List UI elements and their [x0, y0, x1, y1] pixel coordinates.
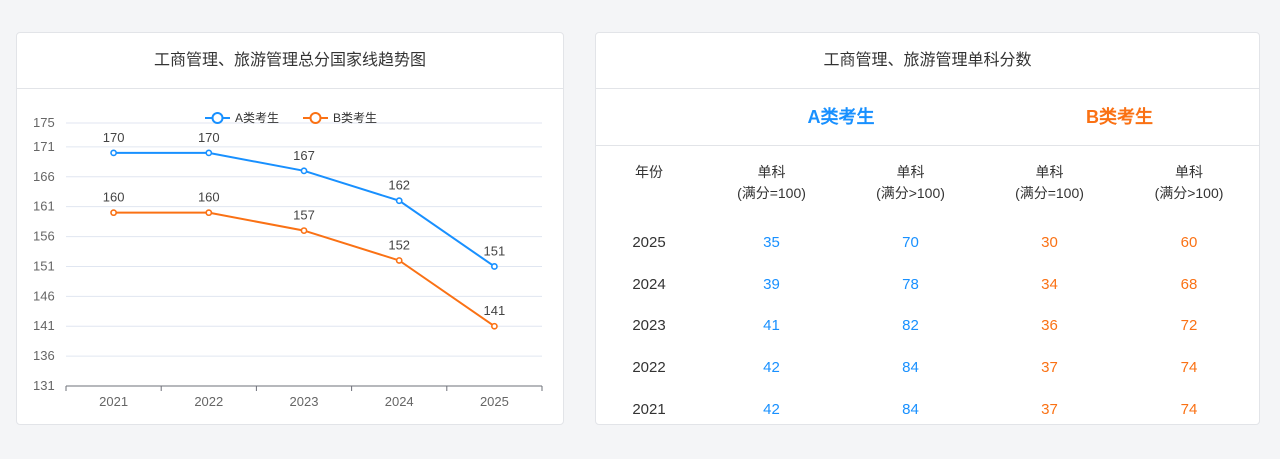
group-a-heading: A类考生 — [807, 107, 875, 127]
cell-b-100: 36 — [1041, 317, 1058, 335]
data-point — [395, 257, 403, 264]
y-tick-label: 136 — [33, 348, 55, 363]
y-tick-label: 175 — [33, 115, 55, 130]
data-point — [205, 209, 213, 217]
data-point — [300, 227, 308, 234]
cell-year: 2023 — [632, 317, 666, 335]
y-tick-label: 151 — [33, 258, 55, 273]
data-label: 160 — [198, 190, 220, 205]
cell-b-100: 30 — [1041, 234, 1058, 252]
header-year: 年份 — [635, 164, 663, 180]
table-row: 2024 39 78 34 68 — [596, 264, 1259, 306]
x-tick-label: 2022 — [194, 394, 223, 409]
data-label: 152 — [388, 237, 410, 252]
data-label: 151 — [484, 243, 506, 258]
scores-panel: 工商管理、旅游管理单科分数 A类考生 B类考生 年份 单科 (满分=100) 单科… — [595, 32, 1260, 425]
cell-a-100: 39 — [763, 275, 780, 293]
data-point — [490, 263, 498, 270]
cell-a-gt100: 78 — [902, 275, 919, 293]
data-label: 141 — [484, 303, 506, 318]
x-tick-label: 2021 — [99, 394, 128, 409]
group-b-heading: B类考生 — [1086, 107, 1153, 127]
data-label: 157 — [293, 208, 315, 223]
table-row: 2022 42 84 37 74 — [596, 347, 1259, 389]
header-a-gt100: 单科 (满分>100) — [876, 164, 945, 201]
y-tick-label: 146 — [33, 288, 55, 303]
y-tick-label: 131 — [33, 378, 55, 393]
trend-line-chart: 131 136 141 146 151 156 161 166 171 175 2021 2022 20… — [33, 111, 543, 409]
data-label: 160 — [103, 190, 125, 205]
cell-b-gt100: 74 — [1180, 359, 1198, 377]
y-tick-label: 171 — [33, 139, 55, 154]
data-label: 170 — [198, 130, 220, 145]
cell-a-gt100: 84 — [902, 359, 919, 377]
data-point — [110, 209, 117, 217]
cell-b-gt100: 60 — [1180, 234, 1198, 252]
scores-table: 年份 单科 (满分=100) 单科 (满分>100) 单科 (满分=100) 单科 (满… — [596, 146, 1259, 424]
cell-year: 2021 — [632, 400, 666, 418]
table-row: 2021 42 84 37 74 — [596, 388, 1259, 424]
cell-b-gt100: 72 — [1180, 317, 1198, 335]
data-point — [110, 149, 117, 157]
cell-a-gt100: 82 — [902, 317, 919, 335]
table-row: 2025 35 70 30 60 — [596, 222, 1259, 264]
cell-a-100: 42 — [763, 400, 780, 418]
header-b-gt100: 单科 (满分>100) — [1154, 164, 1224, 201]
y-tick-label: 141 — [33, 318, 55, 333]
cell-b-gt100: 68 — [1180, 275, 1198, 293]
cell-a-gt100: 70 — [902, 234, 919, 252]
y-tick-label: 156 — [33, 229, 55, 244]
header-b-100: 单科 (满分=100) — [1015, 164, 1084, 201]
x-tick-label: 2023 — [290, 394, 319, 409]
data-point — [395, 197, 403, 205]
chart-panel: 工商管理、旅游管理总分国家线趋势图 131 136 141 146 151 156 161 1… — [16, 32, 564, 425]
cell-a-gt100: 84 — [902, 400, 919, 418]
y-tick-label: 161 — [33, 199, 55, 214]
header-a-100: 单科 (满分=100) — [737, 164, 806, 201]
data-label: 170 — [103, 130, 125, 145]
x-tick-label: 2025 — [480, 394, 509, 409]
cell-b-100: 34 — [1041, 275, 1058, 293]
scores-title: 工商管理、旅游管理单科分数 — [596, 33, 1259, 89]
group-header-row: A类考生 B类考生 — [596, 89, 1259, 146]
data-point — [300, 167, 308, 175]
cell-b-gt100: 74 — [1180, 400, 1198, 418]
cell-year: 2024 — [632, 275, 666, 293]
cell-a-100: 41 — [763, 317, 780, 335]
chart-title: 工商管理、旅游管理总分国家线趋势图 — [17, 33, 563, 89]
legend-swatch-marker — [309, 112, 322, 124]
data-point — [490, 322, 498, 330]
cell-a-100: 42 — [763, 359, 780, 377]
table-header-row: 年份 单科 (满分=100) 单科 (满分>100) 单科 (满分=100) 单科 (满… — [596, 146, 1259, 222]
legend-label: A类考生 — [235, 111, 279, 125]
data-point — [205, 149, 213, 157]
cell-year: 2025 — [632, 234, 666, 252]
legend-label: B类考生 — [333, 111, 377, 125]
cell-year: 2022 — [632, 359, 666, 377]
x-tick-label: 2024 — [385, 394, 414, 409]
legend-swatch-marker — [211, 112, 224, 124]
y-tick-label: 166 — [33, 169, 55, 184]
data-label: 162 — [388, 178, 410, 193]
data-label: 167 — [293, 148, 315, 163]
table-row: 2023 41 82 36 72 — [596, 305, 1259, 347]
cell-b-100: 37 — [1041, 359, 1058, 377]
cell-b-100: 37 — [1041, 400, 1058, 418]
cell-a-100: 35 — [763, 234, 780, 252]
